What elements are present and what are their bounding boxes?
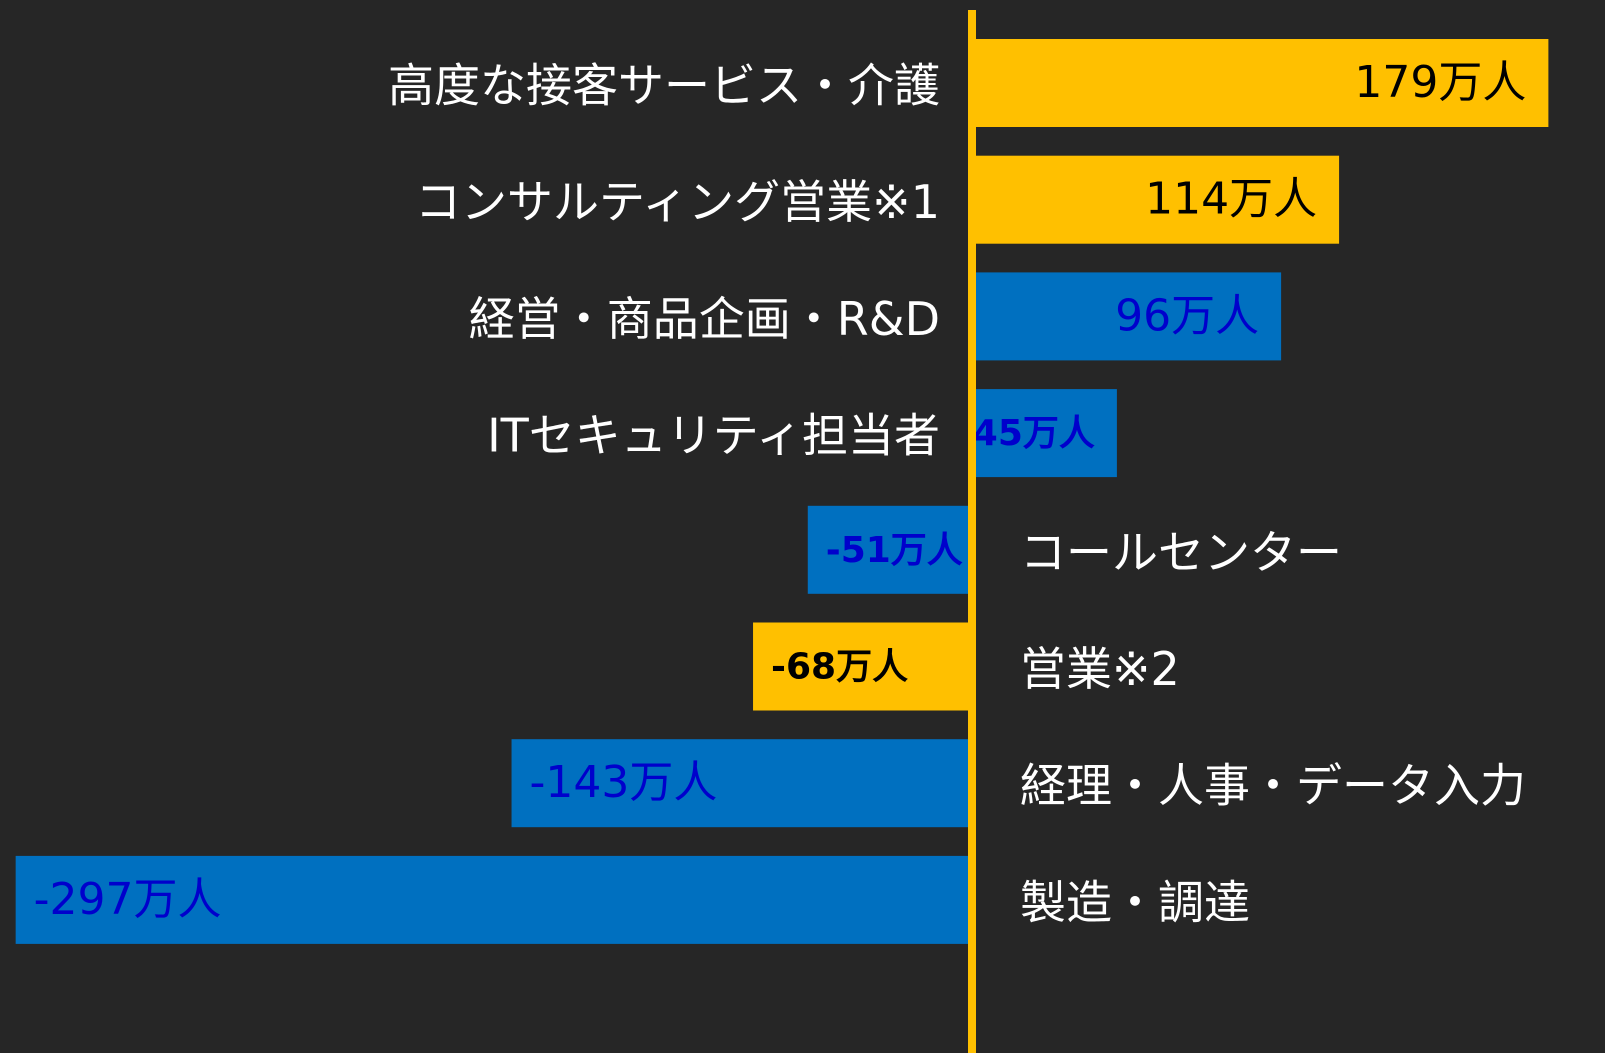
value-label: -297万人 (34, 874, 222, 925)
value-label: 96万人 (1115, 290, 1259, 341)
value-label: 45万人 (973, 413, 1095, 454)
category-label: 製造・調達 (1020, 875, 1250, 929)
bar (972, 389, 1117, 478)
category-label: 経理・人事・データ入力 (1020, 759, 1526, 813)
category-label: 経営・商品企画・R&D (469, 292, 940, 346)
bar (972, 39, 1549, 127)
category-label: 営業※2 (1020, 642, 1180, 696)
bar (972, 272, 1282, 361)
value-label: 114万人 (1145, 174, 1317, 225)
value-label: -143万人 (530, 757, 718, 808)
category-label: 高度な接客サービス・介護 (388, 59, 940, 113)
value-label: 179万人 (1354, 57, 1526, 108)
bar (753, 622, 972, 711)
value-label: -68万人 (771, 647, 908, 688)
bar (15, 855, 973, 944)
category-label: ITセキュリティ担当者 (487, 409, 940, 463)
bar (807, 505, 972, 594)
bar (511, 739, 972, 828)
category-label: コンサルティング営業※1 (415, 175, 940, 229)
bar (972, 155, 1340, 244)
value-label: -51万人 (826, 530, 963, 571)
category-label: コールセンター (1020, 525, 1342, 579)
